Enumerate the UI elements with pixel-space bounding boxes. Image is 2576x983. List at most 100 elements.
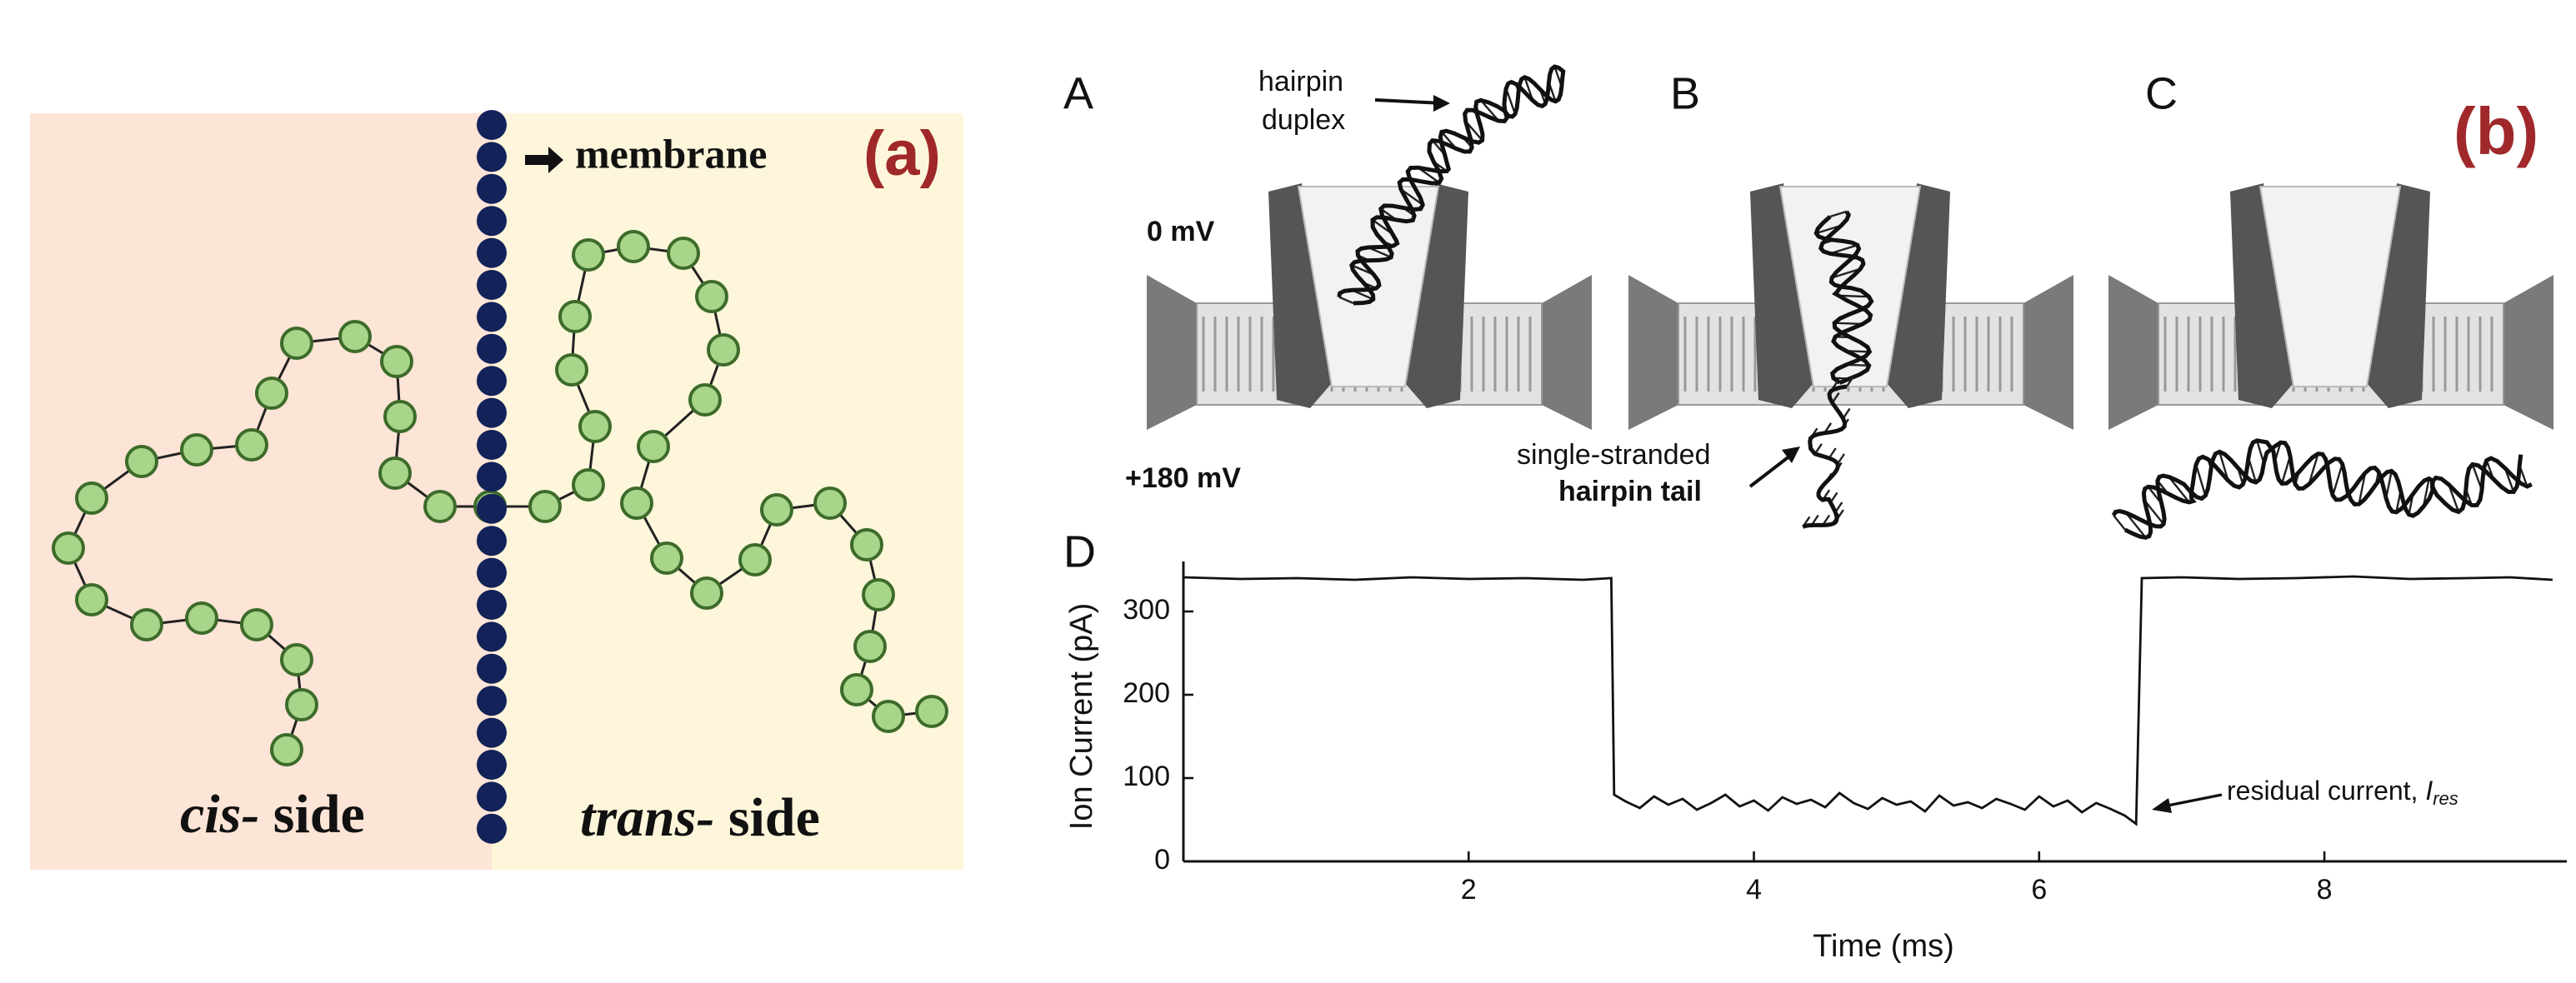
membrane-bead	[477, 302, 507, 332]
monomer	[285, 688, 318, 721]
pore-wall	[1750, 183, 1813, 408]
monomer	[558, 300, 592, 333]
monomer	[383, 400, 417, 433]
electrode	[2108, 275, 2158, 430]
y-tick-label: 100	[1123, 761, 1170, 792]
membrane-bead	[477, 397, 507, 428]
annotation: hairpin tail	[1558, 476, 1702, 507]
membrane-bead	[477, 333, 507, 364]
membrane-bead	[477, 590, 507, 620]
monomer	[620, 487, 653, 520]
monomer	[853, 630, 887, 663]
arrow-head	[1782, 447, 1800, 463]
monomer	[528, 490, 562, 523]
monomer	[270, 733, 303, 766]
monomer	[280, 327, 313, 360]
membrane-bead	[477, 206, 507, 237]
monomer	[185, 601, 218, 635]
pore-scene	[2108, 183, 2553, 540]
base-pair	[2113, 514, 2126, 531]
monomer	[688, 383, 722, 417]
pore-scene	[1628, 183, 2073, 529]
side-label: cis- side	[180, 784, 365, 845]
x-tick-label: 4	[1746, 874, 1762, 906]
membrane-bead	[477, 526, 507, 556]
cis-region	[30, 113, 492, 870]
annotation: residual current, Ires	[2227, 776, 2458, 808]
arrow-head	[1433, 95, 1450, 112]
membrane-bead	[477, 142, 507, 172]
y-axis-label: Ion Current (pA)	[1064, 603, 1099, 830]
membrane-bead	[477, 366, 507, 397]
strand	[1337, 70, 1566, 298]
cis: cis-	[180, 784, 259, 845]
side: side	[273, 784, 365, 845]
pore-wall	[2230, 183, 2293, 408]
strand	[2123, 438, 2523, 540]
monomer	[280, 643, 313, 676]
voltage-label: 0 mV	[1147, 216, 1215, 247]
monomer	[840, 673, 873, 706]
pore-scene	[1147, 64, 1592, 430]
monomer	[125, 445, 158, 478]
membrane-bead	[477, 237, 507, 268]
monomer	[707, 333, 740, 367]
monomer	[637, 430, 670, 463]
monomer	[380, 345, 413, 378]
panel-letter: C	[2145, 68, 2178, 118]
monomer	[180, 433, 213, 467]
base-pair	[2143, 499, 2165, 525]
residual-symbol: I	[2425, 776, 2433, 806]
trans: trans-	[580, 787, 714, 848]
x-tick-label: 8	[2317, 874, 2333, 906]
base-pair	[2256, 440, 2265, 464]
strand	[1802, 384, 1848, 529]
membrane-bead	[477, 750, 507, 780]
monomer	[738, 543, 772, 576]
membrane-bead	[477, 781, 507, 812]
base-pair	[2218, 451, 2229, 482]
membrane-bead	[477, 813, 507, 844]
monomer	[813, 487, 847, 520]
pore-wall	[1405, 183, 1468, 408]
membrane-bead	[477, 173, 507, 204]
monomer	[130, 608, 163, 641]
base-pair	[1479, 99, 1500, 122]
base-pair	[1505, 87, 1517, 115]
base-pair	[2194, 464, 2207, 496]
monomer	[862, 578, 895, 611]
base-pair	[1829, 210, 1847, 218]
monomer	[52, 531, 85, 565]
panel-letter: D	[1063, 526, 1096, 576]
annotation: hairpin	[1258, 66, 1343, 97]
electrode	[1147, 275, 1197, 430]
strand	[1813, 215, 1874, 385]
monomer	[423, 490, 457, 523]
annotation: duplex	[1262, 104, 1345, 136]
base-pair	[2168, 476, 2190, 503]
voltage-label: +180 mV	[1125, 462, 1241, 494]
annotation: single-stranded	[1517, 439, 1710, 471]
arrow	[1748, 452, 1795, 488]
base-pair	[1831, 267, 1861, 279]
monomer	[850, 528, 883, 561]
monomer	[690, 576, 723, 610]
base-pair	[2124, 511, 2147, 539]
strand	[1818, 210, 1873, 385]
panel-label: (b)	[2453, 94, 2538, 168]
membrane-label: membrane	[575, 130, 768, 177]
electrode	[2023, 275, 2073, 430]
arrow	[1374, 98, 1444, 105]
membrane-bead	[477, 621, 507, 652]
strand	[2111, 440, 2533, 529]
residual-subscript: res	[2433, 788, 2458, 809]
base-pair	[2332, 463, 2343, 496]
monomer	[617, 230, 650, 263]
polymer-chain	[52, 230, 948, 766]
monomer	[378, 457, 412, 490]
y-tick-label: 0	[1154, 844, 1170, 876]
membrane-bead	[477, 653, 507, 684]
monomer	[695, 280, 728, 313]
